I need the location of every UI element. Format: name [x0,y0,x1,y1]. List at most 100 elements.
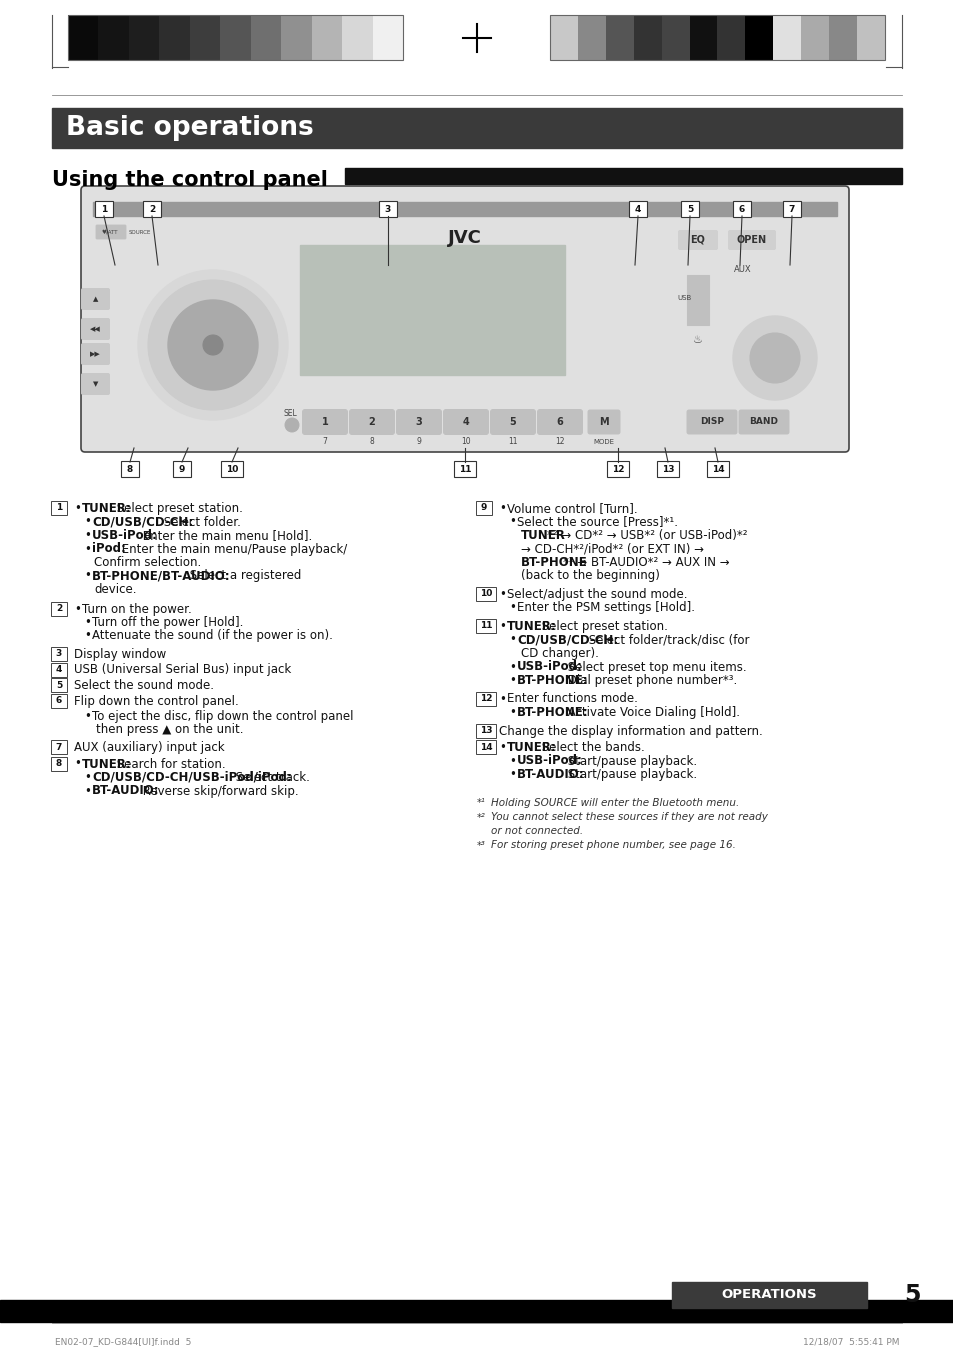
FancyBboxPatch shape [706,461,728,477]
Text: ◀◀: ◀◀ [90,326,101,333]
Text: You cannot select these sources if they are not ready: You cannot select these sources if they … [491,813,767,822]
Text: Select the sound mode.: Select the sound mode. [74,679,213,692]
Bar [828,15,856,59]
Text: •: • [84,630,91,642]
Text: 8: 8 [127,465,133,473]
Bar [68,15,402,59]
FancyBboxPatch shape [51,694,67,707]
Bar [661,15,689,59]
Text: 5: 5 [686,204,693,214]
FancyBboxPatch shape [81,343,110,365]
Bar [52,108,901,147]
FancyBboxPatch shape [476,619,496,633]
Text: For storing preset phone number, see page 16.: For storing preset phone number, see pag… [491,841,735,850]
FancyBboxPatch shape [51,602,67,615]
Text: Using the control panel: Using the control panel [52,170,328,191]
Text: 6: 6 [739,204,744,214]
Text: TUNER:: TUNER: [82,757,132,771]
Text: DISP: DISP [700,418,723,426]
Text: Activate Voice Dialing [Hold].: Activate Voice Dialing [Hold]. [563,706,739,719]
Text: 12: 12 [555,438,564,446]
FancyBboxPatch shape [221,461,243,477]
Text: ♥/ATT: ♥/ATT [102,230,118,234]
Text: then press ▲ on the unit.: then press ▲ on the unit. [96,723,243,737]
Bar [251,15,281,59]
Text: Enter functions mode.: Enter functions mode. [506,692,638,706]
Text: Holding SOURCE will enter the Bluetooth menu.: Holding SOURCE will enter the Bluetooth … [491,798,739,808]
Text: TUNER:: TUNER: [506,621,557,633]
Text: 5: 5 [56,680,62,690]
FancyBboxPatch shape [587,410,619,434]
Bar [605,15,633,59]
Text: 2: 2 [149,204,155,214]
Text: •: • [84,569,91,583]
Text: iPod:: iPod: [91,542,126,556]
Text: 14: 14 [479,742,492,752]
Text: 9: 9 [416,438,421,446]
Text: •: • [84,529,91,542]
Circle shape [749,333,800,383]
Text: 11: 11 [458,465,471,473]
Text: 10: 10 [226,465,238,473]
Text: Enter the PSM settings [Hold].: Enter the PSM settings [Hold]. [517,602,695,615]
FancyBboxPatch shape [81,373,110,395]
Text: Change the display information and pattern.: Change the display information and patte… [498,725,762,737]
Text: TUNER: TUNER [520,529,565,542]
Text: Confirm selection.: Confirm selection. [94,556,201,569]
Text: 8: 8 [56,758,62,768]
Circle shape [203,335,223,356]
Text: 8: 8 [369,438,374,446]
Text: Start/pause playback.: Start/pause playback. [563,754,697,768]
FancyBboxPatch shape [454,461,476,477]
Text: 1: 1 [321,416,328,427]
Text: BT-AUDIO:: BT-AUDIO: [517,768,584,781]
FancyBboxPatch shape [739,410,788,434]
Circle shape [168,300,257,389]
Text: Select preset station.: Select preset station. [113,502,243,515]
Text: •: • [509,768,516,781]
FancyBboxPatch shape [51,662,67,676]
Text: Select preset top menu items.: Select preset top menu items. [563,661,745,673]
Text: Select folder/track/disc (for: Select folder/track/disc (for [584,634,748,646]
Text: 10: 10 [479,589,492,599]
Text: •: • [498,502,505,515]
FancyBboxPatch shape [628,201,646,218]
Text: 2: 2 [56,604,62,612]
FancyBboxPatch shape [686,410,737,434]
Text: Start/pause playback.: Start/pause playback. [563,768,697,781]
Circle shape [732,316,816,400]
Text: •: • [498,741,505,754]
FancyBboxPatch shape [81,288,110,310]
Text: ▼: ▼ [92,381,98,387]
Bar [686,274,708,324]
Text: 7: 7 [56,742,62,752]
Text: •: • [498,621,505,633]
Text: 13: 13 [479,726,492,735]
FancyBboxPatch shape [51,677,67,692]
Text: BT-PHONE: BT-PHONE [520,556,587,569]
Text: To eject the disc, flip down the control panel: To eject the disc, flip down the control… [91,710,354,723]
Text: 14: 14 [711,465,723,473]
Bar [717,15,744,59]
Text: CD changer).: CD changer). [520,648,598,660]
Text: 7: 7 [788,204,795,214]
Text: JVC: JVC [448,228,481,247]
Text: •: • [74,502,81,515]
Text: USB: USB [677,295,691,301]
FancyBboxPatch shape [476,691,496,706]
FancyBboxPatch shape [657,461,679,477]
Text: Select a registered: Select a registered [186,569,300,583]
Text: •: • [498,692,505,706]
Text: ♨: ♨ [692,335,702,345]
Text: •: • [84,515,91,529]
Text: SEL: SEL [283,408,296,418]
FancyBboxPatch shape [378,201,396,218]
Bar [345,168,901,184]
Text: 6: 6 [556,416,563,427]
Text: AUX: AUX [734,265,751,274]
Bar [744,15,773,59]
FancyBboxPatch shape [476,502,492,515]
Text: → CD-CH*²/iPod*² (or EXT IN) →: → CD-CH*²/iPod*² (or EXT IN) → [520,542,703,556]
FancyBboxPatch shape [51,502,67,515]
Text: 3: 3 [416,416,422,427]
